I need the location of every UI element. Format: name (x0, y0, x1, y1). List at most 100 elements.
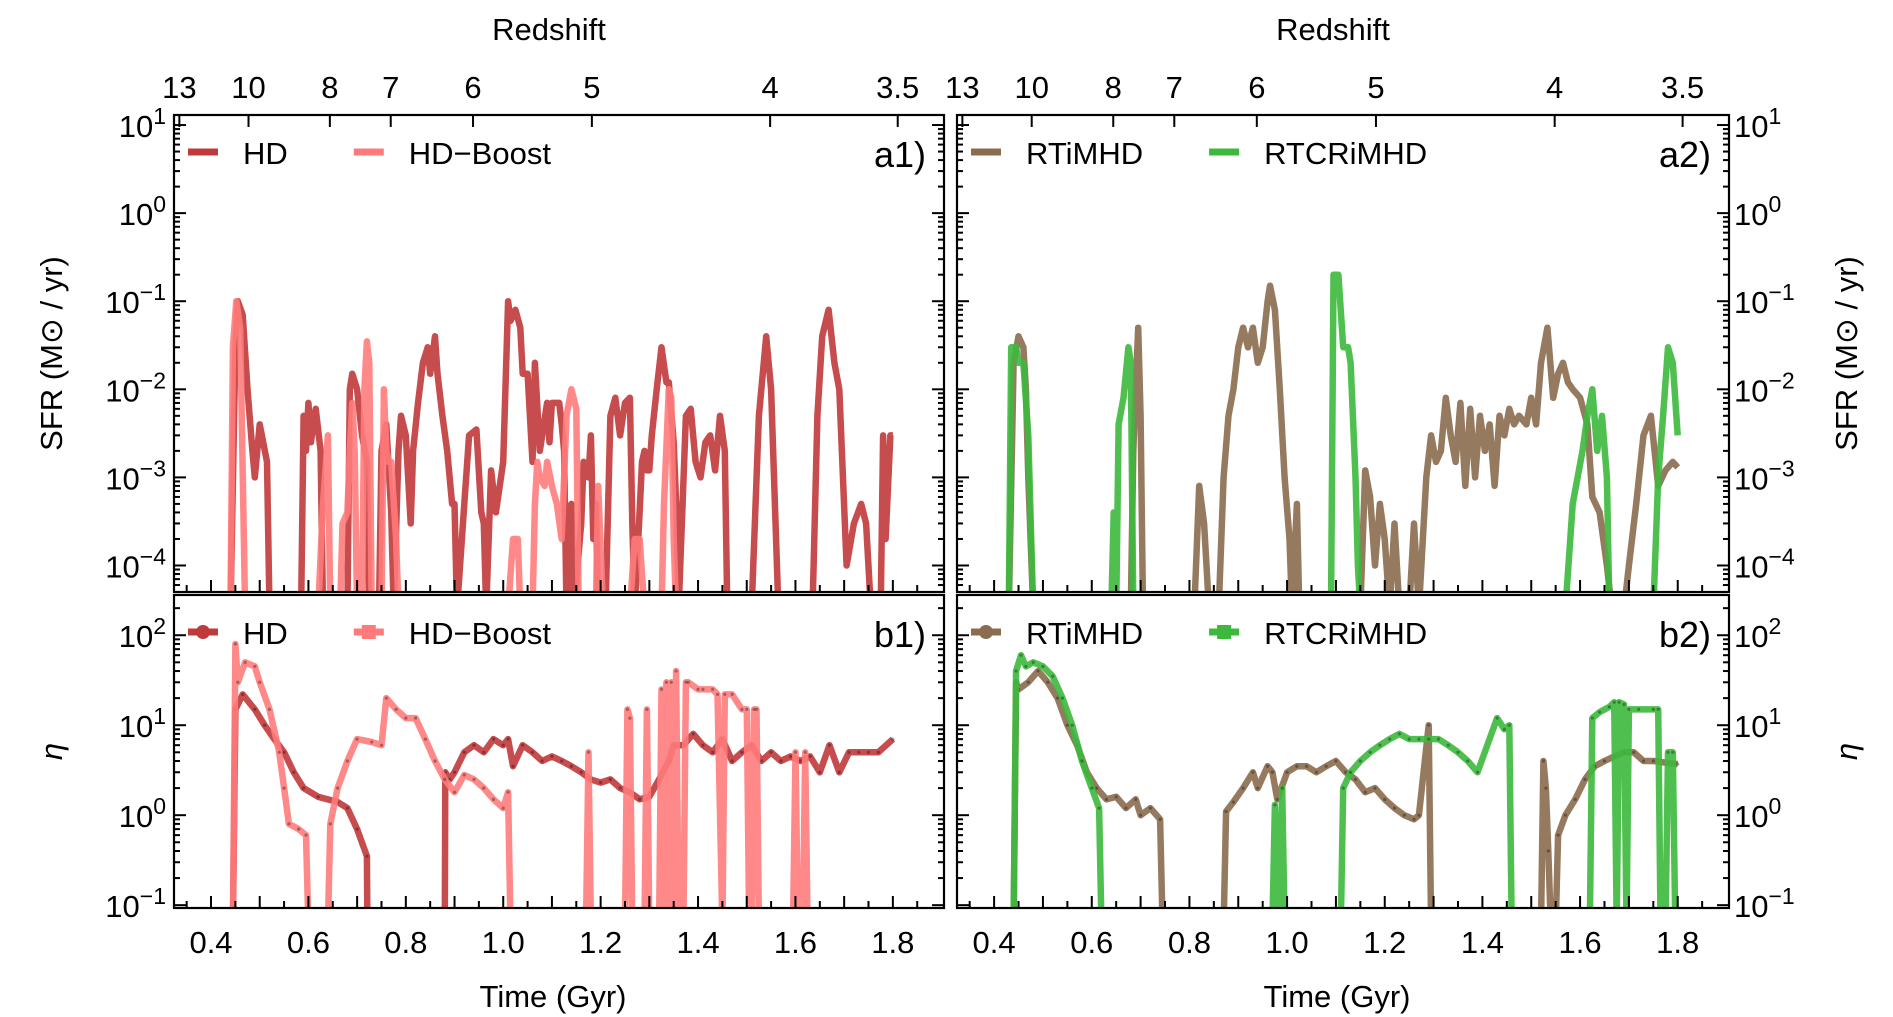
x-tick-label: 1.2 (579, 925, 622, 960)
series-line-rtcrimhd (1005, 271, 1681, 592)
redshift-tick-label: 13 (162, 70, 196, 105)
panel-label: a2) (1659, 134, 1711, 175)
y-tick-label: 10−3 (105, 455, 166, 496)
legend-marker-square-icon (361, 625, 376, 639)
data-point (793, 750, 798, 754)
y-tick-label: 102 (119, 613, 166, 654)
redshift-tick-label: 8 (321, 70, 338, 105)
y-tick-label: 101 (1734, 703, 1781, 744)
legend-label: HD−Boost (409, 616, 552, 651)
data-point (1583, 777, 1587, 781)
data-point (345, 806, 349, 810)
data-point (1598, 710, 1602, 714)
data-point (876, 750, 880, 754)
data-point (1427, 737, 1431, 741)
data-point (701, 687, 705, 692)
y-tick-label: 10−1 (105, 279, 166, 320)
redshift-tick-label: 7 (1166, 70, 1183, 105)
redshift-tick-label: 6 (1248, 70, 1265, 105)
data-point (659, 687, 664, 692)
data-point (1427, 723, 1431, 727)
data-point (625, 707, 630, 711)
data-point (1446, 743, 1450, 747)
y-axis-label: η (1829, 743, 1864, 760)
data-point (674, 669, 678, 673)
panel-b2: 0.4 0.6 0.8 1.0 1.2 1.4 1.6 1.8 Time (Gyr) 10−1 10… (955, 593, 1864, 1014)
x-tick-label: 1.8 (871, 925, 914, 960)
legend-label: HD−Boost (409, 136, 552, 171)
y-axis-label: η (34, 743, 69, 760)
data-point (1231, 800, 1235, 804)
redshift-tick-label: 3.5 (876, 70, 919, 105)
data-point (491, 737, 496, 741)
data-point (686, 680, 690, 684)
x-axis-label: Time (Gyr) (480, 979, 627, 1014)
data-point (618, 786, 622, 790)
data-point (1314, 770, 1318, 774)
data-point (754, 707, 759, 711)
y-tick-label: 100 (119, 793, 166, 834)
data-point (452, 770, 457, 774)
data-point (1090, 786, 1094, 790)
data-point (798, 759, 802, 763)
redshift-tick-label: 10 (1014, 70, 1048, 105)
series-line-hd-boost (227, 297, 679, 592)
data-point (1495, 716, 1499, 720)
y-tick-label: 10−1 (1734, 279, 1795, 320)
data-point (1341, 786, 1345, 790)
data-point (1265, 764, 1270, 768)
data-point (1148, 806, 1152, 810)
plot-frame (172, 113, 946, 594)
redshift-axis-label: Redshift (492, 12, 606, 47)
y-tick-label: 10−4 (1734, 543, 1795, 584)
data-point (1363, 790, 1367, 794)
data-point (808, 754, 812, 759)
series-line-hd-boost (229, 640, 811, 908)
data-point (241, 692, 245, 697)
data-point (370, 740, 374, 744)
plot-frame (955, 113, 1731, 594)
data-point (1383, 797, 1387, 801)
data-point (355, 737, 359, 741)
data-point (1046, 680, 1050, 684)
data-point (1285, 770, 1289, 774)
data-point (1397, 732, 1401, 736)
y-axis-label: SFR (M⊙ / yr) (34, 256, 69, 451)
data-point (866, 750, 871, 754)
data-point (1080, 759, 1084, 763)
data-point (1358, 759, 1362, 763)
x-tick-label: 0.4 (189, 925, 232, 960)
data-point (1024, 664, 1028, 669)
legend-label: RTCRiMHD (1264, 616, 1427, 651)
data-point (1139, 813, 1143, 817)
data-point (462, 773, 466, 777)
series-group (227, 297, 894, 592)
legend-label: HD (243, 136, 288, 171)
panel-a1: 13 10 8 7 6 5 4 3.5 Redshift 10−4 10−3 10−2 10−1 100 1… (34, 12, 946, 594)
redshift-tick-label: 7 (382, 70, 399, 105)
data-point (1388, 737, 1392, 741)
x-tick-label: 0.4 (973, 925, 1016, 960)
data-point (1507, 723, 1511, 727)
legend-label: HD (243, 616, 288, 651)
data-point (827, 743, 832, 747)
data-point (569, 764, 574, 768)
data-point (1353, 777, 1358, 781)
y-tick-label: 101 (119, 103, 166, 144)
data-point (482, 786, 486, 790)
data-point (1065, 723, 1069, 727)
x-tick-label: 0.8 (384, 925, 427, 960)
data-point (506, 790, 510, 794)
data-point (1241, 786, 1245, 790)
data-point (1270, 770, 1275, 774)
data-point (1417, 737, 1421, 741)
data-point (788, 754, 793, 759)
data-point (501, 743, 505, 747)
data-point (1622, 702, 1626, 707)
x-tick-label: 1.6 (1559, 925, 1602, 960)
legend: HD HD−Boost (188, 136, 551, 171)
x-tick-label: 1.6 (774, 925, 817, 960)
data-point (891, 737, 895, 741)
series-line-rtcrimhd (1010, 651, 1679, 908)
data-point (818, 770, 822, 774)
